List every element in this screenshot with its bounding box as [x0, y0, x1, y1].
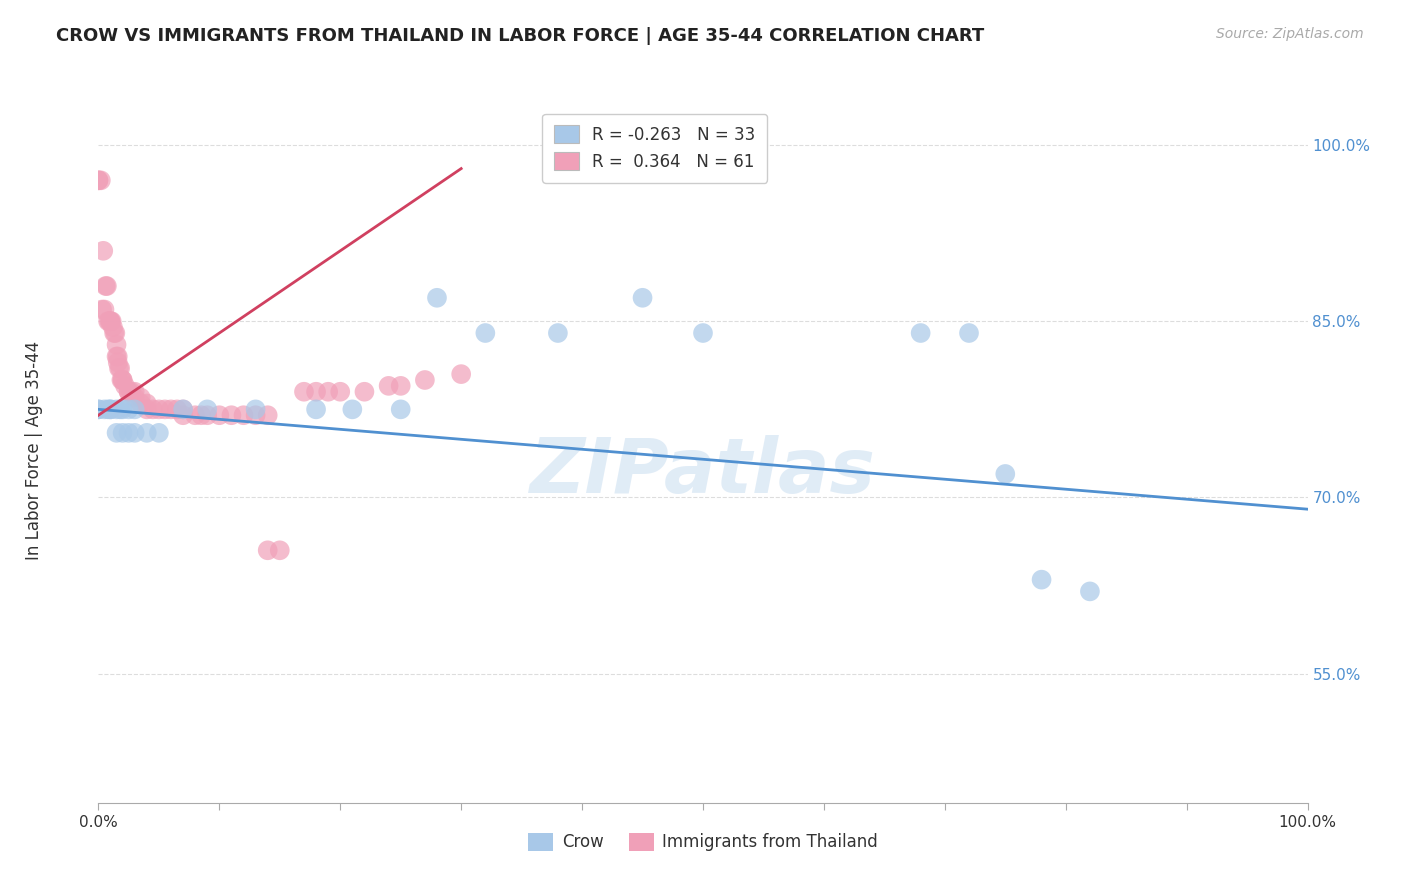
Point [377, 379, 399, 393]
Point [245, 402, 267, 417]
Point [107, 355, 129, 369]
Point [118, 402, 141, 417]
Point [208, 409, 231, 423]
Point [124, 425, 146, 440]
Point [692, 326, 714, 340]
Point [245, 409, 267, 423]
Point [148, 402, 170, 417]
Point [120, 384, 142, 399]
Point [118, 384, 141, 399]
Point [135, 396, 157, 410]
Point [135, 425, 157, 440]
Point [389, 402, 412, 417]
Point [221, 409, 243, 423]
Point [87, 173, 110, 187]
Point [269, 543, 291, 558]
Point [195, 409, 218, 423]
Point [96, 279, 118, 293]
Point [87, 402, 110, 417]
Point [91, 244, 114, 258]
Text: ZIPatlas: ZIPatlas [530, 434, 876, 508]
Point [292, 384, 315, 399]
Point [172, 409, 194, 423]
Point [957, 326, 980, 340]
Point [329, 384, 352, 399]
Point [87, 173, 110, 187]
Point [100, 314, 122, 328]
Point [124, 402, 146, 417]
Point [256, 409, 278, 423]
Point [1078, 584, 1101, 599]
Point [105, 402, 128, 417]
Point [105, 425, 128, 440]
Point [148, 425, 170, 440]
Point [93, 402, 115, 417]
Point [124, 384, 146, 399]
Text: Source: ZipAtlas.com: Source: ZipAtlas.com [1216, 27, 1364, 41]
Point [100, 314, 122, 328]
Point [547, 326, 569, 340]
Point [450, 367, 472, 381]
Point [172, 402, 194, 417]
Point [631, 291, 654, 305]
Legend: Crow, Immigrants from Thailand: Crow, Immigrants from Thailand [522, 826, 884, 858]
Point [172, 402, 194, 417]
Point [111, 425, 134, 440]
Point [184, 409, 207, 423]
Point [195, 402, 218, 417]
Point [108, 402, 131, 417]
Point [105, 350, 128, 364]
Point [93, 302, 115, 317]
Point [100, 314, 122, 328]
Point [108, 361, 131, 376]
Point [190, 409, 212, 423]
Point [98, 314, 121, 328]
Point [426, 291, 449, 305]
Point [105, 338, 128, 352]
Point [153, 402, 176, 417]
Point [316, 384, 339, 399]
Point [90, 173, 112, 187]
Point [1031, 573, 1053, 587]
Point [118, 384, 141, 399]
Point [232, 409, 254, 423]
Point [107, 350, 129, 364]
Point [124, 391, 146, 405]
Point [100, 402, 122, 417]
Point [166, 402, 188, 417]
Point [97, 314, 120, 328]
Point [97, 402, 120, 417]
Point [111, 373, 134, 387]
Point [129, 391, 152, 405]
Point [129, 396, 152, 410]
Point [910, 326, 932, 340]
Point [256, 543, 278, 558]
Point [118, 425, 141, 440]
Point [342, 402, 364, 417]
Point [101, 320, 124, 334]
Point [413, 373, 436, 387]
Y-axis label: In Labor Force | Age 35-44: In Labor Force | Age 35-44 [25, 341, 42, 560]
Point [305, 384, 328, 399]
Point [389, 379, 412, 393]
Point [110, 373, 132, 387]
Point [305, 402, 328, 417]
Point [994, 467, 1017, 481]
Point [114, 379, 136, 393]
Point [100, 402, 122, 417]
Point [160, 402, 183, 417]
Point [104, 326, 127, 340]
Text: CROW VS IMMIGRANTS FROM THAILAND IN LABOR FORCE | AGE 35-44 CORRELATION CHART: CROW VS IMMIGRANTS FROM THAILAND IN LABO… [56, 27, 984, 45]
Point [111, 373, 134, 387]
Point [91, 302, 114, 317]
Point [353, 384, 375, 399]
Point [103, 326, 125, 340]
Point [94, 279, 117, 293]
Point [108, 361, 131, 376]
Point [142, 402, 165, 417]
Point [474, 326, 496, 340]
Point [111, 402, 134, 417]
Point [87, 402, 110, 417]
Point [135, 402, 157, 417]
